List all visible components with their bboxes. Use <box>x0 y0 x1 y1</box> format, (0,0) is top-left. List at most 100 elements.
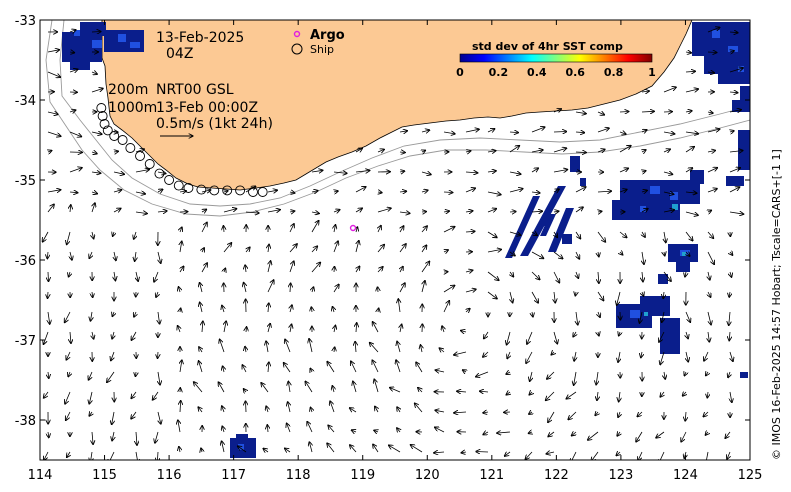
current-vector <box>487 171 496 172</box>
current-vector <box>377 149 384 152</box>
current-vector <box>333 284 339 293</box>
x-tick-label: 119 <box>350 468 375 483</box>
current-vector <box>397 341 400 353</box>
current-vector <box>703 411 709 417</box>
current-vector <box>178 287 180 293</box>
current-vector <box>730 51 734 52</box>
current-vector <box>416 362 423 373</box>
colorbar-tick-label: 0.2 <box>489 66 509 79</box>
x-tick-label: 124 <box>673 468 698 483</box>
ship-position-marker <box>99 119 110 129</box>
current-vector <box>201 263 207 273</box>
current-vector <box>47 112 58 114</box>
current-vector <box>91 192 98 194</box>
product-label: NRT00 GSL <box>156 82 234 98</box>
current-vector <box>158 351 159 359</box>
current-vector <box>136 271 138 281</box>
current-vector <box>67 231 71 245</box>
current-vector <box>663 271 671 281</box>
x-tick-label: 125 <box>738 468 763 483</box>
current-vector <box>355 341 356 353</box>
current-vector <box>333 241 338 253</box>
current-vector <box>334 325 336 333</box>
current-vector <box>310 407 312 412</box>
current-vector <box>372 360 379 373</box>
current-vector <box>642 171 646 172</box>
current-vector <box>222 406 224 413</box>
isobath-200m <box>59 20 750 207</box>
current-vector <box>551 352 554 355</box>
current-vector <box>47 131 61 136</box>
current-vector <box>108 451 115 460</box>
current-vector <box>158 189 163 192</box>
current-vector <box>571 432 576 436</box>
current-vector <box>663 149 670 152</box>
current-vector <box>553 211 559 212</box>
current-vector <box>223 226 224 233</box>
current-vector <box>268 323 270 333</box>
current-vector <box>636 431 643 442</box>
current-vector <box>400 226 404 233</box>
ship-position-marker <box>144 159 155 169</box>
ship-position-marker <box>173 180 184 191</box>
current-vector <box>484 331 489 339</box>
current-vector <box>180 241 182 253</box>
ship-position-marker <box>135 151 145 161</box>
current-vector <box>69 30 76 32</box>
current-vector <box>729 291 730 297</box>
current-vector <box>114 151 119 152</box>
current-vector <box>553 251 563 259</box>
current-vector <box>529 412 532 414</box>
current-vector <box>729 32 738 33</box>
current-vector <box>333 172 347 173</box>
current-vector <box>686 351 688 362</box>
current-vector <box>639 311 642 323</box>
current-vector <box>487 271 499 280</box>
current-vector <box>619 146 631 153</box>
current-vector <box>641 351 642 358</box>
current-vector <box>509 132 518 133</box>
current-vector <box>311 307 312 313</box>
current-vector <box>685 89 699 92</box>
current-vector <box>134 231 136 239</box>
ship-position-marker <box>164 175 175 185</box>
current-vector <box>289 192 295 193</box>
colorbar <box>459 53 653 63</box>
current-vector <box>311 246 318 253</box>
current-vector <box>527 331 533 344</box>
current-vector <box>44 391 49 398</box>
current-vector <box>399 283 405 293</box>
current-vector <box>70 331 71 344</box>
current-vector <box>616 452 620 456</box>
current-vector <box>356 240 359 253</box>
current-vector <box>289 224 294 233</box>
current-vector <box>355 208 362 212</box>
current-vector <box>330 401 335 413</box>
current-vector <box>267 190 277 192</box>
current-vector <box>707 311 711 325</box>
current-vector <box>135 251 136 261</box>
current-vector <box>466 308 470 312</box>
current-vector <box>222 305 224 313</box>
current-vector <box>619 112 629 113</box>
current-vector <box>707 231 714 239</box>
ship-position-marker <box>102 125 113 136</box>
current-vector <box>729 168 741 173</box>
current-vector <box>92 331 94 339</box>
current-vector <box>353 381 356 393</box>
current-vector <box>487 151 496 152</box>
current-vector <box>685 211 698 215</box>
current-vector <box>399 152 405 153</box>
current-vector <box>68 372 70 377</box>
current-vectors <box>42 27 743 460</box>
current-vector <box>659 331 665 342</box>
current-vector <box>465 211 473 212</box>
current-vector <box>243 389 246 392</box>
current-vector <box>575 207 583 213</box>
current-vector <box>553 271 560 283</box>
current-vector <box>483 432 489 435</box>
current-vector <box>509 172 521 174</box>
current-vector <box>373 444 379 453</box>
current-vector <box>568 411 577 420</box>
